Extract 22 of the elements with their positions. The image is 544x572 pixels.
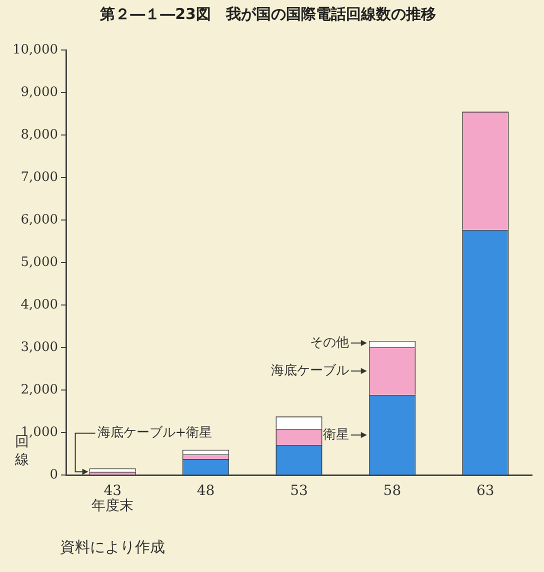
series-label: 海底ケーブル [270,363,349,378]
y-tick-label: 7,000 [20,170,58,185]
y-tick-label: 0 [50,468,58,483]
chart-title: 第２―１―23図 我が国の国際電話回線数の推移 [99,4,436,23]
x-tick-label: 63 [476,483,494,500]
y-tick-label: 5,000 [20,254,58,270]
series-label: その他 [310,335,349,350]
y-tick-label: 9,000 [20,84,58,100]
x-tick-label: 53 [290,483,308,500]
y-tick-label: 2,000 [20,382,58,398]
x-tick-label: 58 [383,483,402,500]
x-axis-title: 年度末 [92,498,134,514]
text: 資料により作成 [60,538,165,557]
annotation: 海底ケーブル+衛星 [97,426,212,441]
x-tick-label: 43 [104,483,122,500]
y-tick-label: 4,000 [20,297,58,312]
y-tick-label: 3,000 [20,340,58,356]
y-tick-label: 10,000 [12,42,58,58]
x-tick-label: 48 [196,483,215,500]
series-label: 衛星 [322,427,349,442]
y-tick-label: 8,000 [20,127,58,142]
y-tick-label: 6,000 [20,212,58,228]
